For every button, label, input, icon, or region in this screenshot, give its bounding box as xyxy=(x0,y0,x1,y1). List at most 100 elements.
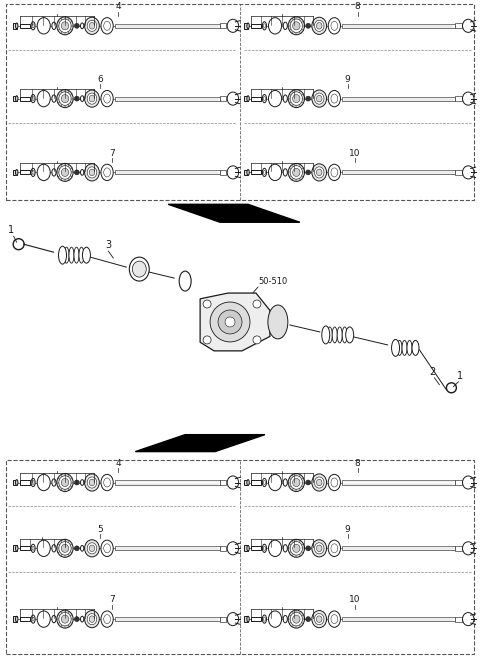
Ellipse shape xyxy=(104,615,110,623)
Circle shape xyxy=(210,302,250,342)
Ellipse shape xyxy=(59,165,71,179)
Bar xyxy=(455,480,462,485)
Ellipse shape xyxy=(290,165,302,179)
Ellipse shape xyxy=(407,341,412,355)
Ellipse shape xyxy=(312,17,326,34)
Ellipse shape xyxy=(263,168,266,177)
Ellipse shape xyxy=(247,96,249,101)
Ellipse shape xyxy=(81,480,84,486)
Ellipse shape xyxy=(314,477,324,488)
Circle shape xyxy=(13,239,24,250)
Ellipse shape xyxy=(81,546,84,551)
Ellipse shape xyxy=(264,24,265,28)
Circle shape xyxy=(74,23,79,28)
Bar xyxy=(252,171,261,175)
Ellipse shape xyxy=(57,610,73,628)
Bar xyxy=(244,480,248,486)
Ellipse shape xyxy=(314,93,324,104)
Bar xyxy=(252,617,261,621)
Ellipse shape xyxy=(31,544,35,552)
Text: 8: 8 xyxy=(355,2,360,11)
Ellipse shape xyxy=(15,23,18,29)
Ellipse shape xyxy=(52,544,56,552)
Ellipse shape xyxy=(463,542,474,555)
Ellipse shape xyxy=(331,94,338,103)
Ellipse shape xyxy=(32,546,34,550)
Ellipse shape xyxy=(101,474,113,491)
Ellipse shape xyxy=(104,94,110,103)
Ellipse shape xyxy=(316,169,322,176)
Ellipse shape xyxy=(283,169,288,176)
Bar xyxy=(115,546,220,550)
Ellipse shape xyxy=(264,97,265,101)
Ellipse shape xyxy=(263,544,266,552)
Ellipse shape xyxy=(84,474,99,491)
Ellipse shape xyxy=(322,326,330,344)
Ellipse shape xyxy=(31,168,35,177)
Ellipse shape xyxy=(84,610,99,628)
Circle shape xyxy=(253,300,261,308)
Ellipse shape xyxy=(52,616,56,623)
Ellipse shape xyxy=(264,617,265,621)
Bar xyxy=(115,97,220,101)
Bar xyxy=(342,546,455,550)
Ellipse shape xyxy=(268,305,288,339)
Ellipse shape xyxy=(327,327,332,343)
Ellipse shape xyxy=(32,480,34,484)
Ellipse shape xyxy=(31,478,35,486)
Ellipse shape xyxy=(69,247,74,263)
Ellipse shape xyxy=(15,616,18,622)
Ellipse shape xyxy=(463,19,474,32)
Ellipse shape xyxy=(15,546,18,551)
Ellipse shape xyxy=(59,612,71,626)
Ellipse shape xyxy=(84,17,99,34)
Ellipse shape xyxy=(463,476,474,489)
Ellipse shape xyxy=(52,22,56,30)
Ellipse shape xyxy=(104,544,110,553)
Ellipse shape xyxy=(79,247,84,263)
Bar xyxy=(6,459,474,654)
Text: 6: 6 xyxy=(97,75,103,84)
Polygon shape xyxy=(200,293,270,351)
Ellipse shape xyxy=(57,17,73,35)
Ellipse shape xyxy=(316,479,322,486)
Ellipse shape xyxy=(59,542,71,555)
Bar xyxy=(220,96,226,101)
Text: 4: 4 xyxy=(116,459,121,468)
Ellipse shape xyxy=(283,22,288,30)
Ellipse shape xyxy=(288,610,304,628)
Ellipse shape xyxy=(227,19,239,32)
Circle shape xyxy=(74,546,79,551)
Ellipse shape xyxy=(227,166,239,179)
Ellipse shape xyxy=(331,21,338,30)
Ellipse shape xyxy=(52,479,56,486)
Ellipse shape xyxy=(463,92,474,105)
Ellipse shape xyxy=(101,611,113,627)
Bar xyxy=(115,24,220,28)
Ellipse shape xyxy=(15,96,18,101)
Ellipse shape xyxy=(101,18,113,34)
Ellipse shape xyxy=(328,18,340,34)
Ellipse shape xyxy=(59,476,71,489)
Text: 5: 5 xyxy=(97,525,103,534)
Bar xyxy=(20,24,30,28)
Ellipse shape xyxy=(84,164,99,181)
Ellipse shape xyxy=(81,616,84,622)
Circle shape xyxy=(306,96,311,101)
Ellipse shape xyxy=(87,167,97,178)
Ellipse shape xyxy=(81,23,84,29)
Ellipse shape xyxy=(87,477,97,488)
Ellipse shape xyxy=(101,90,113,107)
Ellipse shape xyxy=(37,540,50,556)
Circle shape xyxy=(306,546,311,551)
Ellipse shape xyxy=(227,476,239,489)
Bar xyxy=(20,617,30,621)
Ellipse shape xyxy=(83,247,90,263)
Bar xyxy=(455,617,462,621)
Ellipse shape xyxy=(247,23,249,29)
Ellipse shape xyxy=(312,610,326,628)
Bar xyxy=(20,97,30,101)
Ellipse shape xyxy=(328,611,340,627)
Ellipse shape xyxy=(342,327,347,343)
Ellipse shape xyxy=(288,17,304,35)
